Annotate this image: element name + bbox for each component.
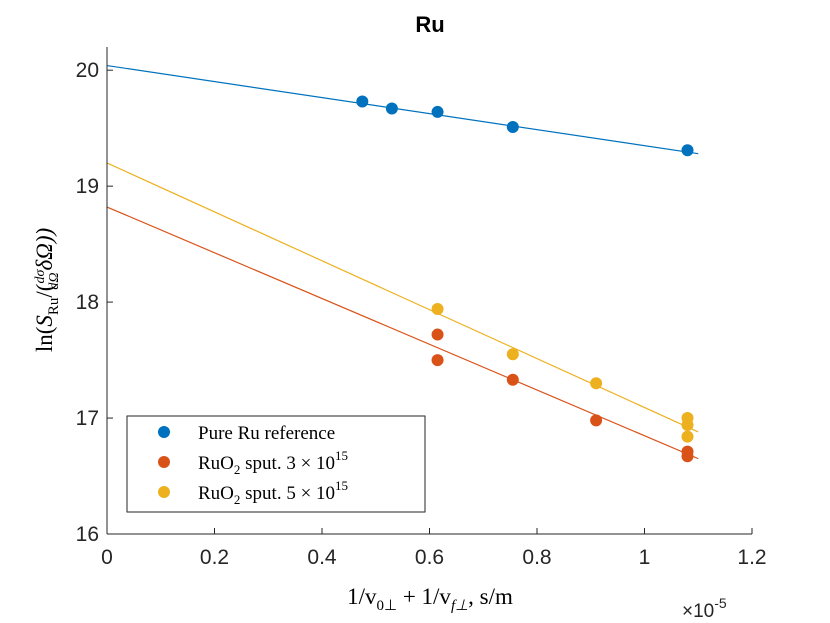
y-ticks: 16 17 18 19 20	[76, 59, 113, 546]
legend: Pure Ru reference RuO2 sput. 3 × 1015 Ru…	[126, 415, 426, 513]
x-tick-label: 1.2	[737, 546, 766, 569]
y-tick-label: 19	[76, 175, 99, 198]
data-point-series-0	[385, 102, 398, 115]
x-tick-label: 1	[639, 546, 651, 569]
chart-title: Ru	[415, 12, 444, 37]
legend-box	[126, 415, 426, 513]
y-axis-label-group: ln(SRu/(dσdΩδΩ))	[32, 228, 62, 352]
x-tick-label: 0.6	[415, 546, 444, 569]
x-tick-label: 0.4	[307, 546, 337, 569]
data-point-series-1	[590, 414, 603, 427]
legend-label-ruo2-3e15: RuO2 sput. 3 × 1015	[198, 448, 348, 477]
legend-marker-ruo2-5e15	[158, 486, 170, 498]
y-tick-label: 18	[76, 291, 99, 314]
legend-label-ruo2-5e15: RuO2 sput. 5 × 1015	[198, 478, 348, 507]
y-tick-label: 20	[76, 59, 99, 82]
x-tick-label: 0	[101, 546, 113, 569]
x-axis-label: 1/v0⊥ + 1/vf⊥, s/m	[347, 584, 513, 614]
data-point-series-1	[506, 373, 519, 386]
y-tick-label: 17	[76, 407, 99, 430]
data-point-series-2	[431, 303, 444, 316]
data-point-series-0	[356, 95, 369, 108]
data-point-series-0	[506, 121, 519, 134]
data-point-series-1	[681, 450, 694, 463]
data-point-series-1	[431, 354, 444, 367]
x-ticks: 0 0.2 0.4 0.6 0.8 1 1.2	[101, 528, 767, 569]
y-axis-label: ln(SRu/(dσdΩδΩ))	[32, 228, 62, 352]
data-point-series-1	[431, 328, 444, 341]
data-point-series-2	[681, 419, 694, 432]
y-tick-label: 16	[76, 523, 99, 546]
legend-label-pure-ru: Pure Ru reference	[198, 423, 335, 444]
x-tick-label: 0.2	[200, 546, 229, 569]
data-points	[356, 95, 694, 463]
legend-marker-pure-ru	[158, 426, 170, 438]
fit-line-series-0	[106, 64, 699, 155]
legend-marker-ruo2-3e15	[158, 456, 170, 468]
data-point-series-2	[681, 430, 694, 443]
data-point-series-2	[590, 377, 603, 390]
x-axis-exponent: ×10-5	[682, 595, 727, 622]
x-tick-label: 0.8	[522, 546, 551, 569]
data-point-series-0	[431, 105, 444, 118]
data-point-series-2	[506, 348, 519, 361]
data-point-series-0	[681, 144, 694, 157]
